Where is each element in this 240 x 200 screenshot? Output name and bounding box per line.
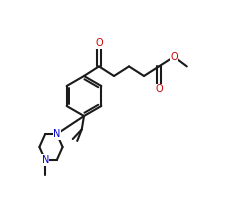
Text: O: O: [95, 38, 103, 48]
Text: N: N: [42, 155, 49, 165]
Text: O: O: [170, 52, 178, 62]
Text: O: O: [155, 84, 163, 94]
Text: N: N: [53, 129, 60, 139]
